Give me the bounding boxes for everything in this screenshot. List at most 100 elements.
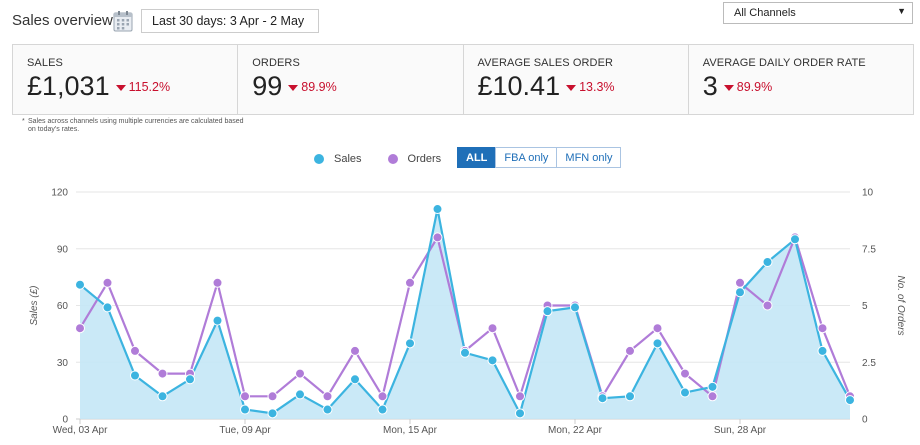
- sales-point: [157, 391, 168, 402]
- sales-point: [75, 279, 85, 290]
- date-range-button[interactable]: Last 30 days: 3 Apr - 2 May: [141, 9, 319, 33]
- sales-point: [322, 404, 333, 415]
- kpi-change: 13.3%: [579, 79, 615, 94]
- filter-fba-button[interactable]: FBA only: [495, 147, 558, 168]
- orders-point: [102, 277, 113, 288]
- channel-filter-group: ALL FBA only MFN only: [457, 147, 622, 168]
- sales-point: [212, 315, 223, 326]
- footnote-text: Sales across channels using multiple cur…: [28, 118, 244, 133]
- y-right-tick-label: 0: [862, 415, 868, 426]
- orders-point: [377, 391, 388, 402]
- y-left-axis-label: Sales (£): [29, 285, 40, 325]
- x-tick-label: Sun, 28 Apr: [714, 425, 767, 436]
- sales-point: [817, 345, 828, 356]
- orders-point: [625, 345, 635, 356]
- sales-point: [680, 387, 690, 398]
- channel-select[interactable]: All Channels ▼: [723, 2, 913, 24]
- orders-point: [432, 232, 443, 243]
- y-left-tick-label: 120: [51, 188, 68, 199]
- sales-point: [487, 355, 498, 366]
- orders-point: [762, 300, 773, 311]
- y-left-tick-label: 90: [57, 244, 69, 255]
- sales-point: [542, 306, 553, 317]
- arrow-down-icon: [566, 84, 577, 91]
- sales-point: [735, 287, 745, 298]
- orders-point: [295, 368, 305, 379]
- chart-legend: Sales Orders: [314, 150, 467, 168]
- caret-down-icon: ▼: [897, 6, 906, 16]
- sales-point: [240, 404, 250, 415]
- legend-item-orders[interactable]: Orders: [387, 153, 442, 165]
- currency-footnote: * Sales across channels using multiple c…: [22, 118, 248, 134]
- sales-point: [267, 408, 278, 419]
- orders-point: [240, 391, 250, 402]
- orders-point: [652, 323, 663, 334]
- sales-point: [405, 338, 415, 349]
- legend-item-sales[interactable]: Sales: [314, 153, 362, 165]
- kpi-value: £10.41: [477, 71, 561, 101]
- y-right-axis-label: No. of Orders: [895, 275, 906, 335]
- sales-point: [625, 391, 635, 402]
- orders-point: [350, 345, 360, 356]
- page-title: Sales overview: [12, 12, 113, 29]
- asterisk-icon: *: [22, 118, 25, 125]
- legend-dot-orders: [387, 154, 398, 164]
- kpi-value: 99: [252, 71, 283, 101]
- orders-point: [157, 368, 168, 379]
- sales-point: [515, 408, 525, 419]
- sales-point: [102, 302, 113, 313]
- y-left-tick-label: 0: [62, 415, 68, 426]
- sales-point: [790, 234, 800, 245]
- orders-point: [487, 323, 498, 334]
- sales-point: [845, 395, 855, 406]
- orders-point: [707, 391, 718, 402]
- orders-point: [405, 277, 415, 288]
- kpi-sales: SALES £1,031 115.2%: [13, 45, 239, 114]
- sales-point: [707, 381, 718, 392]
- sales-point: [762, 256, 773, 267]
- sales-point: [570, 302, 580, 313]
- orders-point: [515, 391, 525, 402]
- orders-point: [267, 391, 278, 402]
- sales-orders-chart: 0 0 30 2.5 60 5 90 7.5 120 10 Sales (£) No. of Orde…: [29, 188, 906, 437]
- orders-point: [75, 323, 85, 334]
- y-right-tick-label: 2.5: [862, 358, 876, 369]
- x-tick-label: Mon, 22 Apr: [548, 425, 603, 436]
- filter-all-button[interactable]: ALL: [457, 147, 497, 168]
- y-right-tick-label: 5: [862, 301, 868, 312]
- sales-point: [432, 204, 443, 215]
- kpi-average-sales-order: AVERAGE SALES ORDER £10.41 13.3%: [464, 45, 689, 114]
- kpi-label: SALES: [27, 57, 63, 69]
- kpi-label: ORDERS: [252, 57, 300, 69]
- legend-label-orders: Orders: [407, 153, 442, 165]
- sales-point: [597, 393, 608, 404]
- legend-label-sales: Sales: [334, 153, 362, 165]
- kpi-row: SALES £1,031 115.2% ORDERS 99 89.9% AVERAG…: [12, 44, 914, 115]
- orders-point: [817, 323, 828, 334]
- x-tick-label: Mon, 15 Apr: [383, 425, 438, 436]
- kpi-value: £1,031: [27, 71, 110, 101]
- x-tick-label: Wed, 03 Apr: [53, 425, 109, 436]
- orders-point: [735, 277, 745, 288]
- channel-select-value: All Channels: [734, 7, 796, 19]
- sales-point: [350, 374, 360, 385]
- orders-point: [130, 345, 140, 356]
- kpi-label: AVERAGE SALES ORDER: [477, 57, 614, 69]
- page-header: Sales overview Last 30 days: 3 Apr - 2 M…: [0, 0, 920, 42]
- sales-point: [295, 389, 305, 400]
- sales-point: [377, 404, 388, 415]
- sales-point: [130, 370, 140, 381]
- sales-point: [652, 338, 663, 349]
- orders-point: [322, 391, 333, 402]
- kpi-orders: ORDERS 99 89.9%: [238, 45, 464, 114]
- orders-point: [680, 368, 690, 379]
- sales-area: [80, 209, 850, 419]
- calendar-icon[interactable]: [113, 10, 133, 32]
- x-tick-label: Tue, 09 Apr: [219, 425, 271, 436]
- legend-dot-sales: [314, 154, 324, 164]
- y-left-tick-label: 60: [57, 301, 69, 312]
- kpi-change: 89.9%: [736, 79, 773, 94]
- filter-mfn-button[interactable]: MFN only: [556, 147, 622, 168]
- y-left-tick-label: 30: [57, 358, 69, 369]
- sales-point: [460, 347, 470, 358]
